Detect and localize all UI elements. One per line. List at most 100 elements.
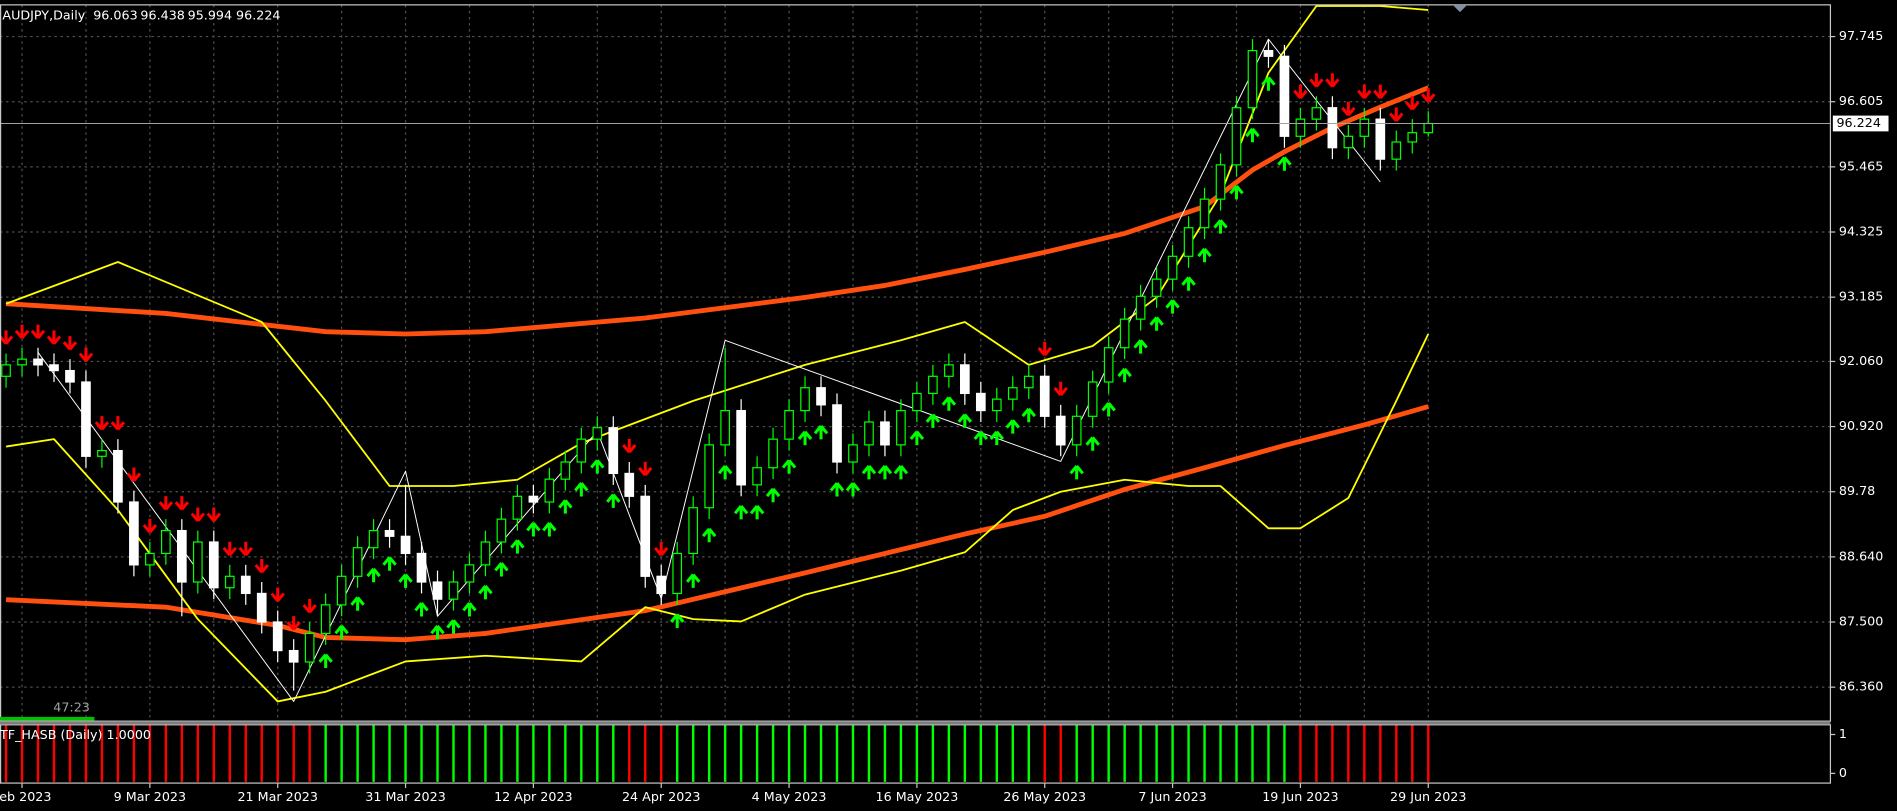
up-arrow xyxy=(909,430,925,446)
down-arrow xyxy=(62,336,78,351)
down-arrow xyxy=(110,416,126,431)
up-arrow xyxy=(574,482,589,497)
ohlc-high: 96.438 xyxy=(140,7,184,22)
up-arrow xyxy=(781,459,797,474)
candle-body xyxy=(1039,375,1050,417)
up-arrow xyxy=(430,625,445,640)
candle-body xyxy=(1375,118,1386,160)
candle-body xyxy=(960,364,970,395)
main-frame xyxy=(0,4,1832,722)
candle-body xyxy=(1167,255,1178,280)
down-arrow xyxy=(254,558,269,574)
x-tick-label: 12 Apr 2023 xyxy=(494,789,573,804)
up-arrow xyxy=(877,465,893,480)
down-arrow xyxy=(1341,101,1356,117)
candle-body xyxy=(1199,198,1210,229)
candle-body xyxy=(17,358,27,366)
x-tick-label: 26 May 2023 xyxy=(1003,789,1086,804)
down-arrow xyxy=(238,541,253,557)
candle-body xyxy=(1343,135,1354,149)
up-arrow xyxy=(318,653,333,668)
candle-body xyxy=(832,404,842,463)
candle-body xyxy=(208,541,219,589)
up-arrow xyxy=(1197,247,1212,263)
down-arrow xyxy=(94,416,110,431)
down-arrow xyxy=(1421,88,1436,103)
up-arrow xyxy=(398,573,413,588)
down-arrow xyxy=(1293,84,1308,99)
up-arrow xyxy=(973,430,989,446)
up-arrow xyxy=(606,493,621,508)
candle-body xyxy=(416,552,427,583)
x-tick-label: 31 Mar 2023 xyxy=(365,789,446,804)
candle-body xyxy=(784,409,794,440)
candle-body xyxy=(1295,118,1306,137)
candle-body xyxy=(528,495,539,503)
candle-body xyxy=(592,427,603,440)
candle-body xyxy=(1135,295,1146,320)
candle-body xyxy=(304,632,315,663)
candle-body xyxy=(1231,107,1242,166)
candle-body xyxy=(816,387,826,406)
overlay-line xyxy=(5,5,1429,487)
up-arrow xyxy=(1133,339,1148,354)
candle-body xyxy=(432,581,443,600)
x-tick-label: 16 May 2023 xyxy=(875,789,958,804)
up-arrow xyxy=(1117,367,1132,383)
down-arrow xyxy=(206,507,222,522)
ohlc-low: 95.994 xyxy=(188,7,232,22)
candle-body xyxy=(288,649,299,663)
candle-body xyxy=(336,575,347,606)
y-tick-label: 86.360 xyxy=(1839,679,1883,694)
down-arrow xyxy=(654,541,669,557)
candle-body xyxy=(944,364,954,377)
candle-body xyxy=(896,409,906,446)
candle-body xyxy=(1263,49,1274,57)
down-arrow xyxy=(14,324,30,339)
symbol-title: AUDJPY,Daily xyxy=(2,7,85,22)
candle-body xyxy=(1103,347,1114,383)
up-arrow xyxy=(446,619,461,634)
ohlc-open: 96.063 xyxy=(93,7,137,22)
y-tick-label: 89.78 xyxy=(1839,483,1875,498)
down-arrow xyxy=(270,587,285,602)
down-arrow xyxy=(1309,73,1324,88)
y-tick-label: 95.465 xyxy=(1839,158,1883,173)
candle-body xyxy=(1215,164,1226,200)
y-tick-label: 93.185 xyxy=(1839,289,1883,304)
price-label: 96.224 xyxy=(1836,115,1880,130)
up-arrow xyxy=(1261,76,1276,91)
candle-body xyxy=(1247,49,1258,109)
indicator-tick-label: 0 xyxy=(1839,765,1847,780)
candle-body xyxy=(1023,375,1034,389)
x-tick-label: 9 Mar 2023 xyxy=(114,789,186,804)
candle-body xyxy=(240,575,251,595)
candle-body xyxy=(33,358,43,366)
candle-body xyxy=(912,392,922,412)
candle-body xyxy=(129,501,139,566)
up-arrow xyxy=(957,413,973,428)
up-arrow xyxy=(845,482,861,497)
candle-body xyxy=(800,387,810,412)
up-arrow xyxy=(925,413,941,428)
down-arrow xyxy=(1389,107,1404,122)
up-arrow xyxy=(366,567,381,583)
candle-body xyxy=(113,449,123,503)
candle-body xyxy=(1423,122,1434,134)
down-arrow xyxy=(158,496,174,511)
candle-body xyxy=(1,364,11,377)
down-arrow xyxy=(126,467,142,482)
candle-body xyxy=(192,541,203,583)
down-arrow xyxy=(638,461,653,477)
down-arrow xyxy=(1373,84,1388,99)
candle-body xyxy=(1311,107,1322,120)
candle-body xyxy=(512,495,523,520)
candle-body xyxy=(928,375,938,395)
candle-body xyxy=(624,472,635,497)
candle-body xyxy=(991,398,1002,412)
up-arrow xyxy=(510,539,525,554)
up-arrow xyxy=(1005,419,1020,434)
up-arrow xyxy=(1165,299,1180,314)
up-arrow xyxy=(733,505,749,520)
candle-body xyxy=(1119,318,1130,349)
